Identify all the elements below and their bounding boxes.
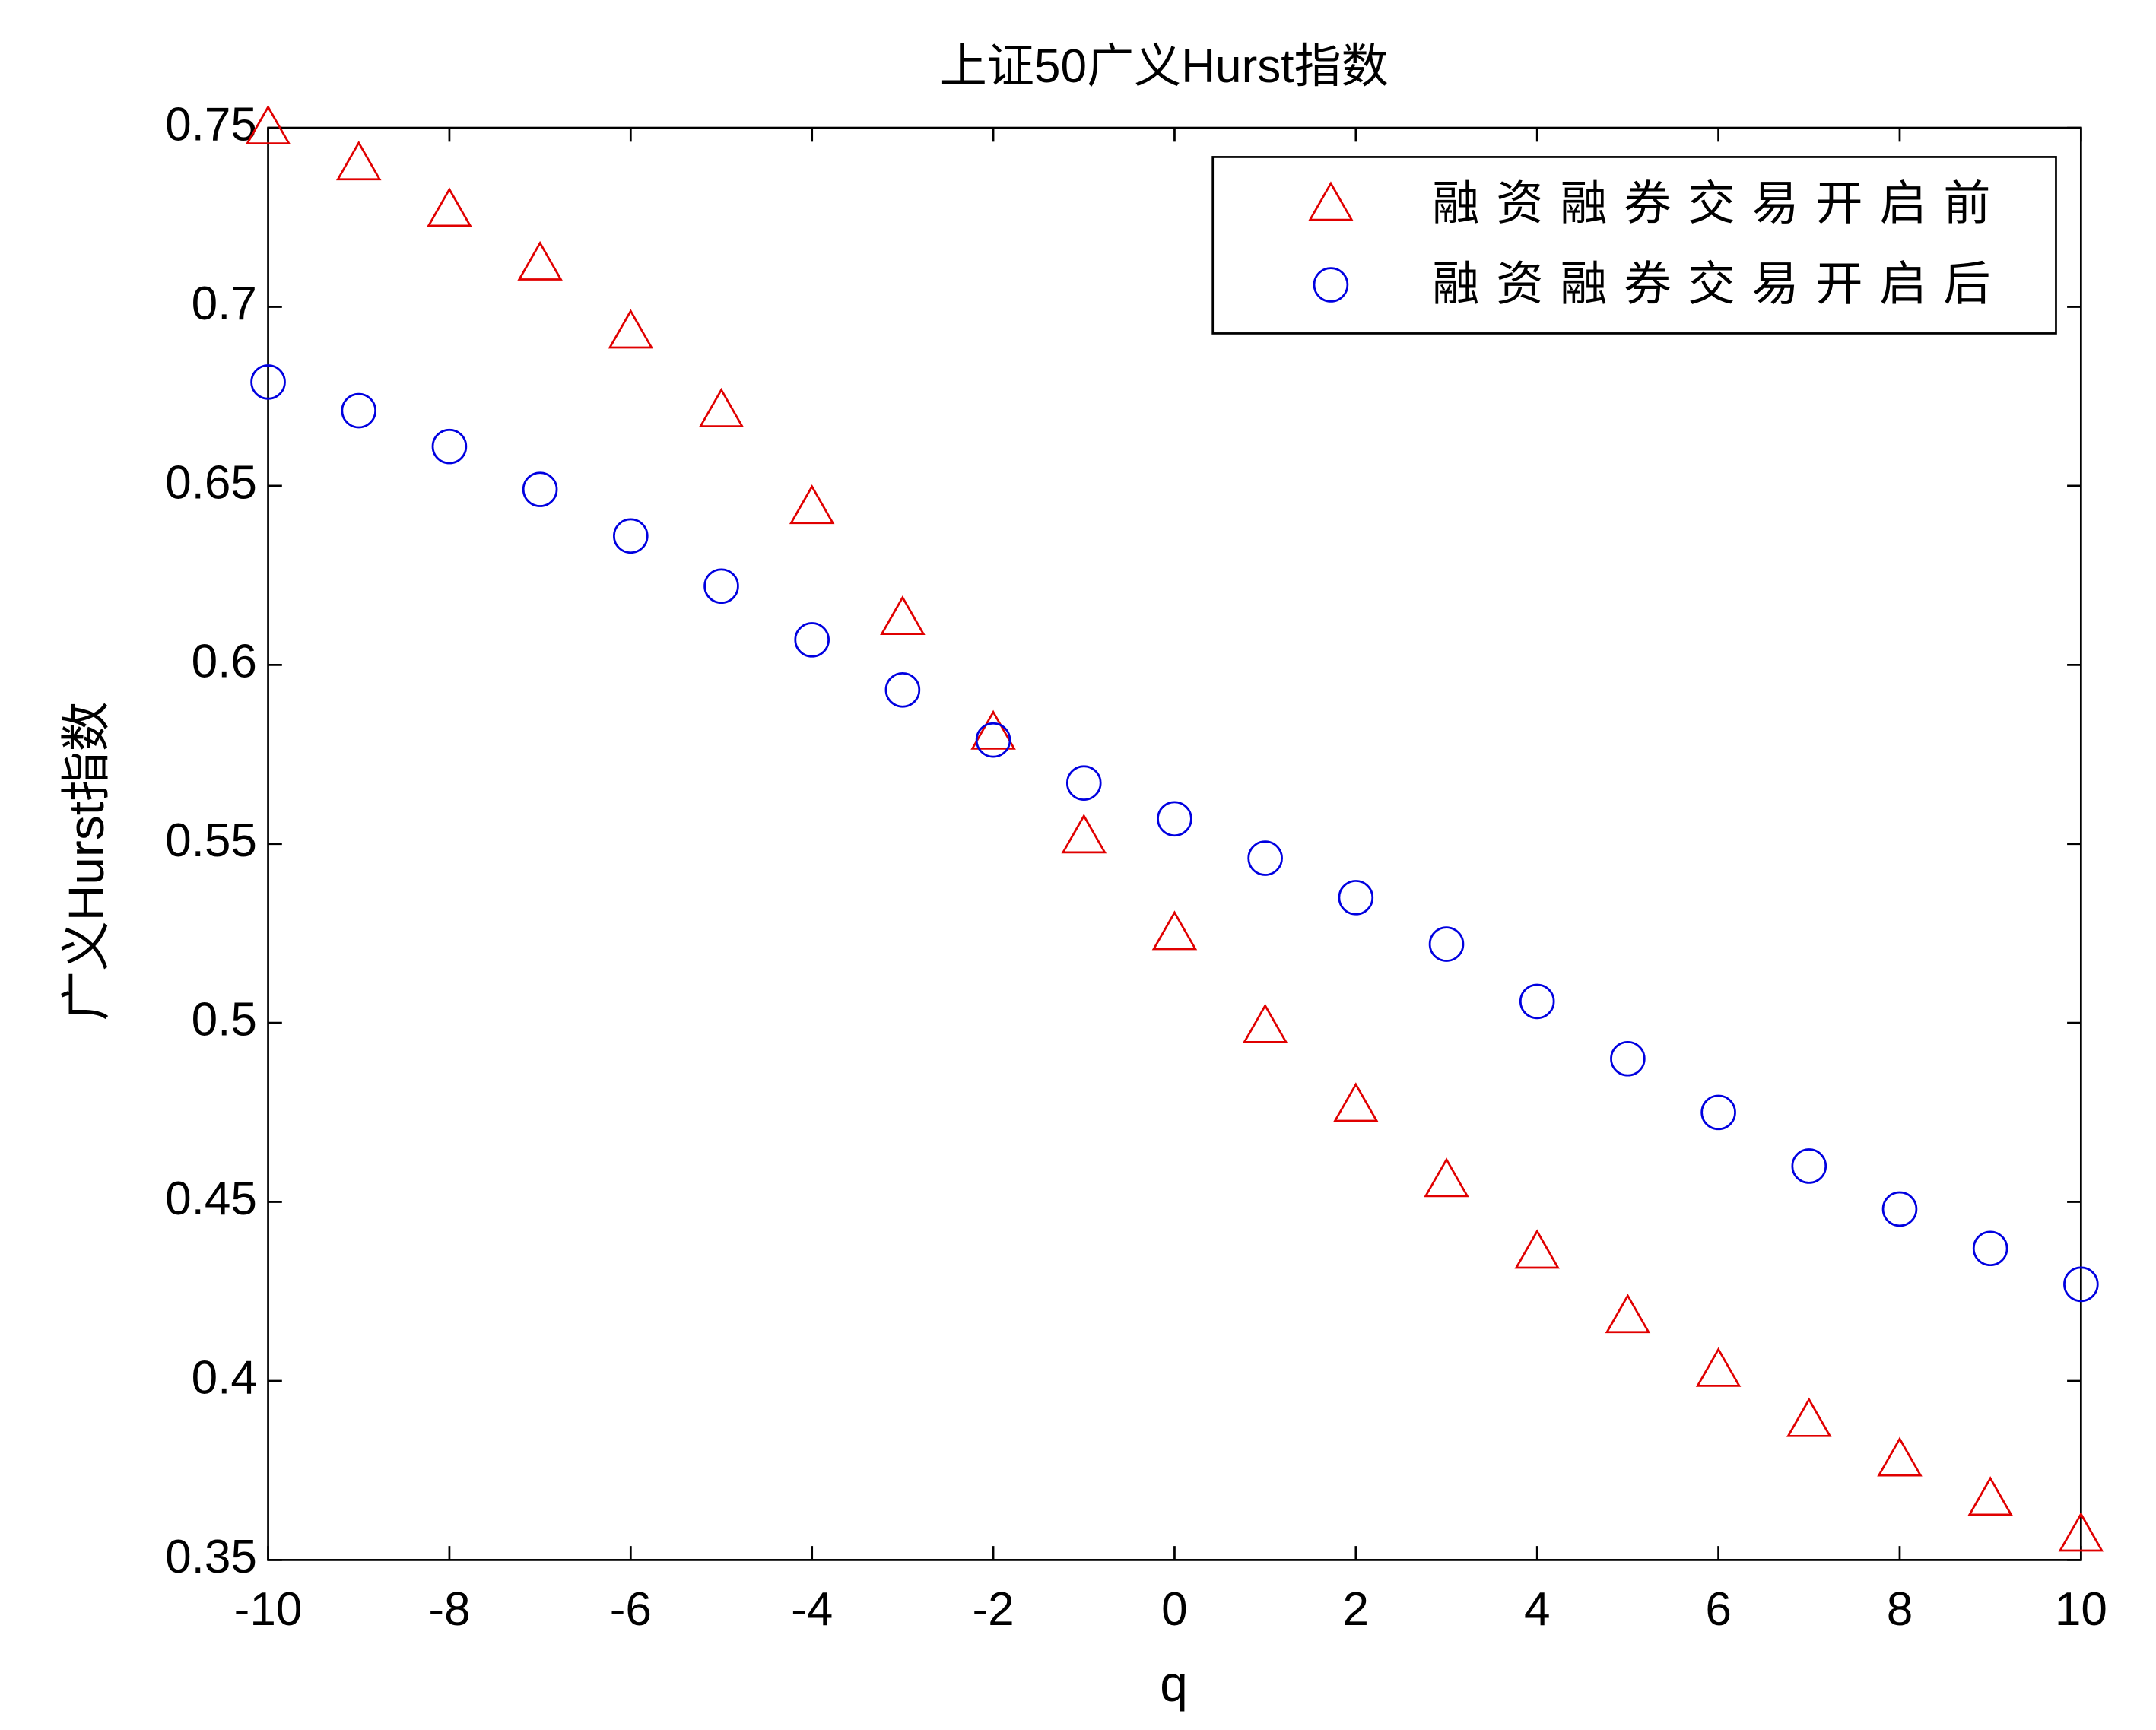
data-point: [517, 240, 563, 281]
legend-label: 融资融券交易开启后: [1432, 259, 2007, 311]
y-tick-label: 0.5: [192, 994, 257, 1046]
data-point: [431, 428, 468, 465]
x-tick-label: 6: [1705, 1583, 1732, 1636]
legend-marker: [1308, 181, 1354, 221]
data-point: [1514, 1229, 1560, 1269]
data-point: [1338, 880, 1374, 916]
data-point: [613, 518, 649, 554]
data-point: [970, 709, 1016, 750]
data-point: [1424, 1157, 1469, 1198]
data-point: [703, 568, 739, 605]
data-point: [975, 722, 1011, 758]
x-tick-label: 8: [1887, 1583, 1913, 1636]
y-tick-label: 0.75: [165, 98, 257, 151]
x-tick-label: 10: [2055, 1583, 2107, 1636]
legend-box: [1211, 156, 2057, 335]
data-point: [789, 484, 835, 525]
plot-area: [267, 126, 2082, 1561]
y-tick-label: 0.65: [165, 456, 257, 509]
data-point: [1967, 1476, 2013, 1516]
y-axis-label: 广义Hurst指数: [58, 702, 114, 1021]
data-point: [880, 595, 926, 636]
y-tick-label: 0.4: [192, 1351, 257, 1404]
y-tick-label: 0.6: [192, 636, 257, 688]
data-point: [1242, 1003, 1288, 1043]
data-point: [2063, 1266, 2099, 1303]
legend-marker: [1313, 267, 1349, 303]
data-point: [522, 471, 558, 507]
data-point: [1247, 840, 1283, 876]
data-point: [1065, 765, 1102, 801]
data-point: [1151, 910, 1198, 951]
data-point: [341, 392, 377, 429]
data-point: [1157, 801, 1192, 837]
x-tick-label: -6: [610, 1583, 652, 1636]
data-point: [794, 622, 830, 658]
chart-title: 上证50广义Hurst指数: [940, 40, 1389, 93]
data-point: [1610, 1040, 1646, 1077]
y-tick-label: 0.55: [165, 814, 257, 867]
x-tick-label: -8: [428, 1583, 470, 1636]
data-point: [2058, 1512, 2104, 1552]
data-point: [1605, 1294, 1651, 1334]
data-point: [1428, 926, 1465, 962]
x-tick-label: 0: [1161, 1583, 1188, 1636]
data-point: [427, 187, 472, 227]
data-point: [1700, 1094, 1736, 1131]
data-point: [1333, 1082, 1379, 1122]
data-point: [250, 364, 286, 400]
x-tick-label: -2: [972, 1583, 1014, 1636]
data-point: [1881, 1191, 1918, 1227]
data-point: [1695, 1347, 1742, 1387]
x-tick-label: 4: [1524, 1583, 1551, 1636]
y-tick-label: 0.45: [165, 1173, 257, 1225]
data-point: [884, 671, 921, 708]
x-tick-label: -4: [791, 1583, 833, 1636]
x-tick-label: 2: [1343, 1583, 1370, 1636]
data-point: [1786, 1397, 1832, 1437]
legend-label: 融资融券交易开启前: [1432, 178, 2007, 230]
y-tick-label: 0.35: [165, 1531, 257, 1583]
data-point: [698, 387, 745, 427]
data-point: [1972, 1230, 2008, 1267]
x-axis-label: q: [1160, 1655, 1188, 1712]
y-tick-label: 0.7: [192, 278, 257, 330]
data-point: [1519, 983, 1555, 1020]
data-point: [335, 141, 382, 181]
data-point: [245, 104, 291, 145]
data-point: [1791, 1148, 1827, 1184]
x-tick-label: -10: [234, 1583, 303, 1636]
data-point: [1061, 814, 1107, 854]
data-point: [1877, 1436, 1923, 1477]
data-point: [608, 309, 654, 349]
